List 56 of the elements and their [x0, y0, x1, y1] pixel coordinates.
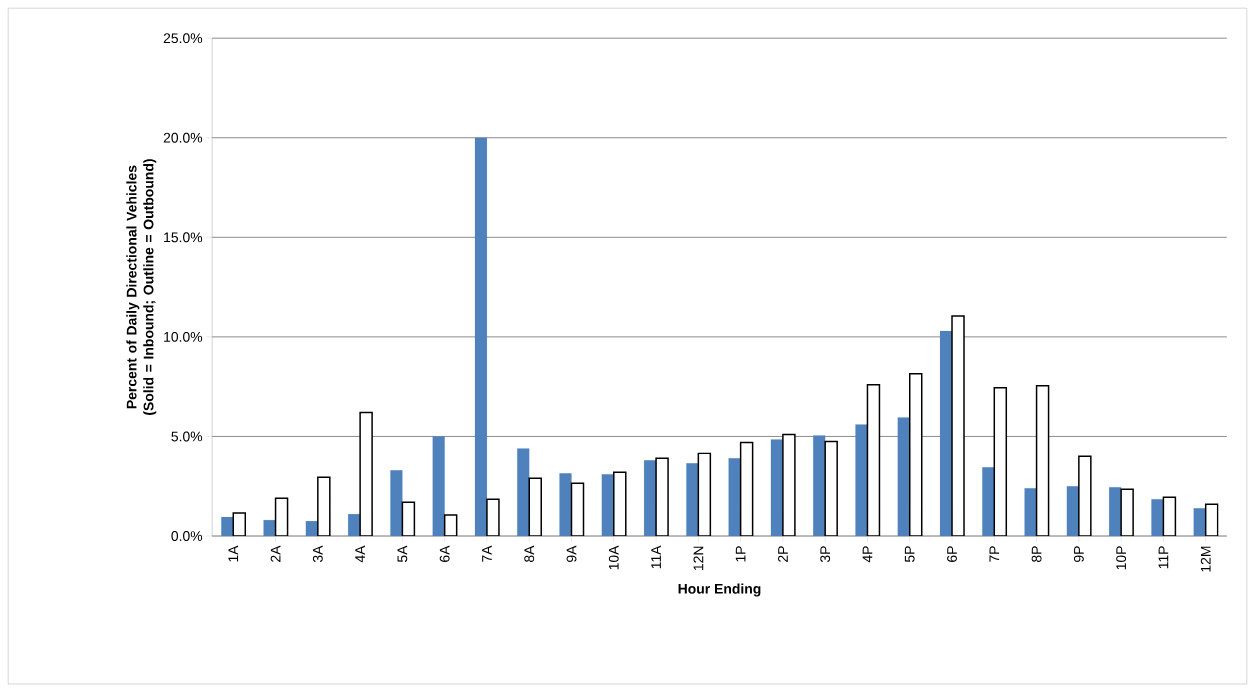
x-tick-label: 3A — [312, 545, 323, 562]
x-tick-label: 1P — [735, 546, 746, 562]
bar — [982, 467, 995, 536]
bar — [517, 448, 530, 536]
bar — [263, 519, 276, 536]
bar — [1151, 499, 1164, 536]
bar — [644, 460, 657, 536]
bar — [221, 516, 234, 536]
x-tick-label: 1A — [228, 545, 239, 562]
bar — [897, 417, 910, 536]
x-tick-label: 4A — [355, 545, 365, 563]
bar — [1024, 488, 1037, 536]
x-tick-label: 9P — [1073, 546, 1084, 562]
bar — [1066, 486, 1079, 536]
y-tick-label: 15.0% — [164, 232, 203, 243]
bar — [728, 458, 741, 536]
bar — [813, 435, 826, 536]
x-tick-label: 10P — [1116, 546, 1127, 570]
x-tick-label: 9A — [566, 545, 577, 562]
x-tick-label: 8A — [524, 545, 535, 562]
x-tick-label: 2A — [270, 545, 281, 562]
bar — [939, 330, 953, 536]
x-tick-label: 7A — [482, 545, 492, 562]
x-tick-label: 5A — [397, 545, 408, 562]
x-tick-label: 6A — [439, 545, 450, 562]
x-tick-label: 11P — [1158, 546, 1169, 569]
y-tick-label: 25.0% — [163, 33, 203, 44]
bar — [770, 439, 783, 536]
x-tick-label: 12N — [693, 546, 704, 570]
y-tick-label: 20.0% — [163, 132, 203, 143]
x-tick-label: 2P — [778, 546, 788, 562]
y-tick-label: 10.0% — [164, 331, 203, 342]
y-tick-label: 5.0% — [171, 431, 203, 442]
bar — [305, 520, 318, 536]
x-tick-label: 10A — [608, 545, 619, 570]
bar — [601, 474, 614, 536]
x-tick-label: 6P — [947, 546, 957, 562]
bar — [1109, 487, 1122, 536]
bar — [474, 137, 488, 536]
bar — [686, 463, 699, 536]
bar — [390, 470, 403, 536]
x-tick-label: 5P — [904, 546, 915, 562]
x-tick-label: 11A — [651, 545, 661, 569]
x-axis-title: Hour Ending — [678, 583, 761, 597]
x-tick-label: 4P — [862, 546, 873, 563]
x-tick-label: 3P — [820, 546, 831, 562]
bar — [348, 513, 361, 536]
bar — [855, 424, 868, 536]
bar — [1193, 508, 1206, 536]
bar — [432, 436, 445, 536]
bar — [559, 473, 572, 536]
y-axis-title: Percent of Daily Directional Vehicles (Solid = Inbound; Outline = Outbound) — [126, 159, 157, 415]
y-tick-label: 0.0% — [171, 530, 203, 541]
x-tick-label: 12M — [1200, 546, 1211, 572]
x-tick-label: 8P — [1031, 546, 1042, 562]
x-tick-label: 7P — [989, 546, 1000, 562]
